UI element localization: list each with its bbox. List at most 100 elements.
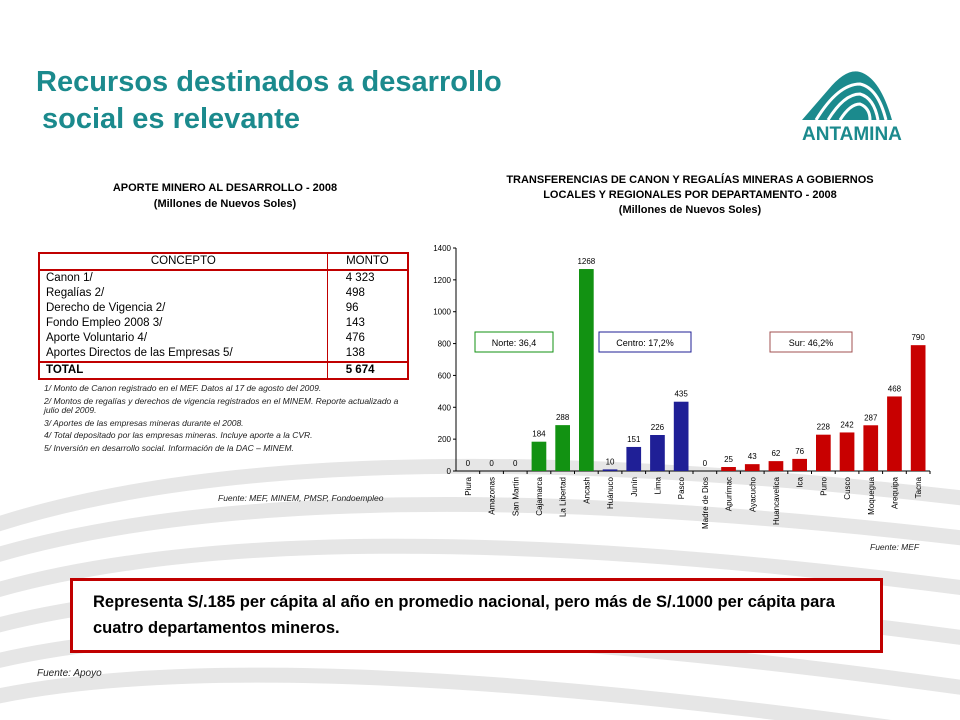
data-label: 151 [627,435,641,444]
bar-pasco [673,401,689,471]
data-label: 226 [651,423,665,432]
concepto-cell: Derecho de Vigencia 2/ [39,301,328,316]
monto-cell: 498 [345,287,365,299]
left-source: Fuente: MEF, MINEM, PMSP, Fondoempleo [218,493,384,503]
footnote: 4/ Total depositado por las empresas min… [44,430,313,440]
total-label: TOTAL [39,361,328,379]
bar-cusco [839,432,855,471]
aporte-minero-table: CONCEPTO MONTO Canon 1/ 4 323 Regalías 2… [38,252,409,380]
y-tick-label: 1200 [433,276,451,285]
footnote: 2/ Montos de regalías y derechos de vige… [44,395,399,415]
table-row: Canon 1/ 4 323 [39,270,408,286]
data-label: 76 [795,447,804,456]
table-total-row: TOTAL 5 674 [39,361,408,379]
data-label: 10 [606,457,615,466]
table-row: Aportes Directos de las Empresas 5/ 138 [39,346,408,362]
bar-huancavelica [768,461,784,471]
group-share-box [598,331,692,353]
table-row: Aporte Voluntario 4/ 476 [39,331,408,346]
x-tick-label: Cusco [843,476,852,499]
bar-apur-mac [721,467,736,471]
logo-text: ANTAMINA [802,124,902,145]
data-label: 0 [489,459,494,468]
slide-title: Recursos destinados a desarrollo social … [36,64,502,138]
x-tick-label: Pasco [677,476,686,499]
x-tick-label: Junín [630,477,639,497]
chart-title-line-3: (Millones de Nuevos Soles) [618,204,762,216]
footer-source: Fuente: Apoyo [37,668,102,679]
group-share-box [474,331,554,353]
bar-hu-nuco [602,469,618,471]
bar-ancash [579,269,594,471]
group-share-label: Centro: 17,2% [616,338,674,348]
x-tick-label: La Libertad [559,477,568,517]
total-value: 5 674 [327,361,408,379]
y-tick-label: 400 [438,403,452,412]
bar-la-libertad [555,425,570,471]
title-line-2: social es relevante [42,103,300,135]
bar-ica [792,458,807,471]
monto-cell: 96 [345,302,359,314]
x-tick-label: Apurímac [725,477,734,511]
bar-lima [650,435,665,471]
data-label: 43 [748,452,757,461]
table-footnotes: 1/ Monto de Canon registrado en el MEF. … [44,383,414,456]
table-row: Derecho de Vigencia 2/ 96 [39,301,408,316]
data-label: 25 [724,455,733,464]
y-tick-label: 800 [438,340,452,349]
data-label: 228 [817,423,831,432]
bar-ayacucho [744,464,760,471]
transfer-bar-chart: 0 200 400 600 800 1000 1200 1400 0 Piura 0 Amazonas… [433,244,931,529]
x-tick-label: Huánuco [606,476,615,509]
bar-moquegua [863,425,879,471]
callout-text: Representa S/.185 per cápita al año en p… [93,593,835,637]
bar-puno [816,434,831,471]
monto-cell: 4 323 [345,272,375,284]
data-label: 468 [888,384,902,393]
x-tick-label: Ancash [582,477,591,504]
group-share-label: Sur: 46,2% [789,338,834,348]
monto-cell: 143 [345,317,365,329]
x-tick-label: Piura [464,476,473,495]
concepto-cell: Aportes Directos de las Empresas 5/ [39,346,328,362]
header-concepto: CONCEPTO [39,253,328,271]
y-tick-label: 1400 [433,244,451,253]
monto-cell: 138 [345,347,365,359]
data-label: 184 [532,430,546,439]
y-tick-label: 600 [438,371,452,380]
chart-source: Fuente: MEF [870,542,920,552]
table-row: Regalías 2/ 498 [39,286,408,301]
table-row: Fondo Empleo 2008 3/ 143 [39,316,408,331]
data-label: 1268 [577,257,595,266]
data-label: 288 [556,413,570,422]
data-label: 0 [466,459,471,468]
group-share-label: Norte: 36,4 [492,338,537,348]
group-share-box [769,331,853,353]
y-tick-label: 200 [438,435,452,444]
bar-jun-n [626,446,642,471]
left-panel-title: APORTE MINERO AL DESARROLLO - 2008 (Mill… [40,180,410,212]
data-label: 0 [513,459,518,468]
concepto-cell: Regalías 2/ [39,286,328,301]
data-label: 790 [911,333,925,342]
data-label: 62 [771,449,780,458]
concepto-cell: Aporte Voluntario 4/ [39,331,328,346]
x-tick-label: Lima [653,476,662,494]
left-title-line-1: APORTE MINERO AL DESARROLLO - 2008 [112,182,338,194]
x-tick-label: Puno [819,476,828,495]
concepto-cell: Fondo Empleo 2008 3/ [39,316,328,331]
y-tick-label: 0 [447,467,452,476]
x-tick-label: Ica [796,476,805,487]
footnote: 1/ Monto de Canon registrado en el MEF. … [44,383,322,393]
y-tick-label: 1000 [433,308,451,317]
data-label: 287 [864,413,878,422]
footnote: 3/ Aportes de las empresas mineras duran… [44,417,244,428]
chart-title-line-2: LOCALES Y REGIONALES POR DEPARTAMENTO - … [543,189,837,201]
x-tick-label: Madre de Dios [701,477,710,529]
header-monto: MONTO [327,253,408,271]
bar-cajamarca [531,441,547,471]
x-tick-label: San Martín [511,477,520,516]
x-tick-label: Amazonas [488,477,497,515]
concepto-cell: Canon 1/ [39,270,328,286]
x-tick-label: Cajamarca [535,476,544,515]
